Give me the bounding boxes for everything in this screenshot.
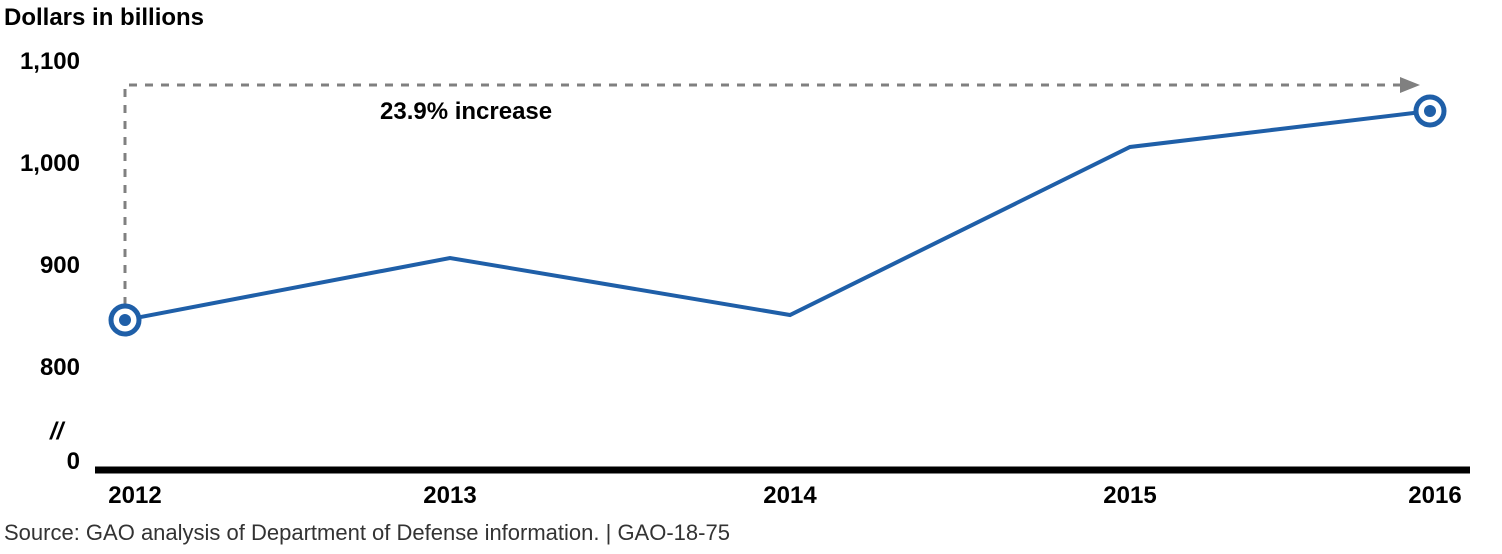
line-chart: Dollars in billions 1,100 1,000 900 800 … — [0, 0, 1502, 554]
x-tick-2012: 2012 — [95, 482, 175, 510]
x-tick-2015: 2015 — [1090, 482, 1170, 510]
x-tick-2013: 2013 — [410, 482, 490, 510]
marker-2012-inner — [119, 314, 131, 326]
annotation-arrowhead — [1400, 77, 1420, 93]
marker-2016-inner — [1424, 105, 1436, 117]
x-tick-2014: 2014 — [750, 482, 830, 510]
x-tick-2016: 2016 — [1395, 482, 1475, 510]
source-citation: Source: GAO analysis of Department of De… — [4, 520, 730, 546]
data-line — [125, 111, 1430, 320]
chart-svg — [0, 0, 1502, 554]
annotation-text: 23.9% increase — [380, 98, 552, 126]
annotation-dashed-line — [125, 85, 1400, 305]
